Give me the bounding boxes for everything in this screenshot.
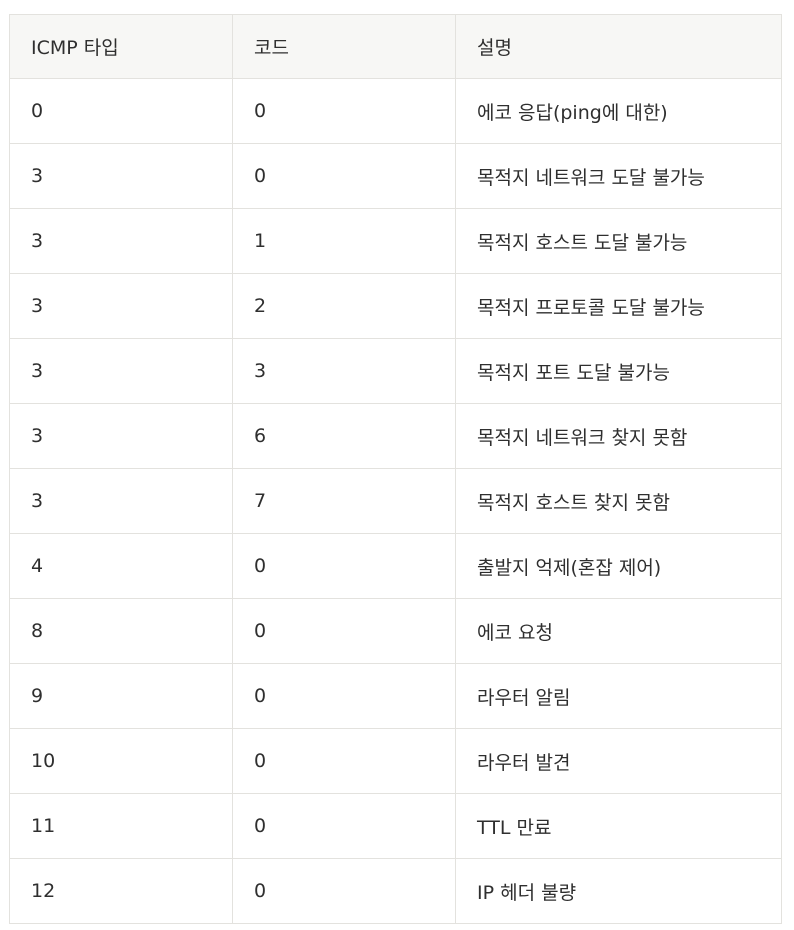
cell-description: 에코 응답(ping에 대한): [455, 78, 782, 144]
cell-code: 1: [232, 208, 456, 274]
cell-description: 목적지 호스트 찾지 못함: [455, 468, 782, 534]
cell-type: 8: [9, 598, 233, 664]
table-row: 11 0 TTL 만료: [9, 793, 782, 859]
cell-code: 0: [232, 858, 456, 924]
cell-description: 라우터 발견: [455, 728, 782, 794]
cell-code: 0: [232, 728, 456, 794]
cell-type: 3: [9, 468, 233, 534]
cell-description: IP 헤더 불량: [455, 858, 782, 924]
cell-type: 0: [9, 78, 233, 144]
cell-code: 0: [232, 663, 456, 729]
table-row: 10 0 라우터 발견: [9, 728, 782, 794]
cell-code: 2: [232, 273, 456, 339]
icmp-table-container: ICMP 타입 코드 설명 0 0 에코 응답(ping에 대한) 3 0 목적…: [9, 14, 782, 924]
cell-description: 라우터 알림: [455, 663, 782, 729]
table-row: 3 3 목적지 포트 도달 불가능: [9, 338, 782, 404]
cell-code: 0: [232, 143, 456, 209]
cell-type: 9: [9, 663, 233, 729]
cell-description: TTL 만료: [455, 793, 782, 859]
table-row: 9 0 라우터 알림: [9, 663, 782, 729]
table-row: 12 0 IP 헤더 불량: [9, 858, 782, 924]
header-code: 코드: [232, 14, 456, 79]
table-row: 8 0 에코 요청: [9, 598, 782, 664]
cell-description: 출발지 억제(혼잡 제어): [455, 533, 782, 599]
cell-description: 목적지 네트워크 찾지 못함: [455, 403, 782, 469]
table-row: 0 0 에코 응답(ping에 대한): [9, 78, 782, 144]
header-description: 설명: [455, 14, 782, 79]
cell-code: 3: [232, 338, 456, 404]
cell-description: 에코 요청: [455, 598, 782, 664]
cell-type: 3: [9, 143, 233, 209]
cell-code: 0: [232, 78, 456, 144]
table-header-row: ICMP 타입 코드 설명: [9, 14, 782, 79]
cell-description: 목적지 호스트 도달 불가능: [455, 208, 782, 274]
cell-type: 3: [9, 273, 233, 339]
table-row: 3 6 목적지 네트워크 찾지 못함: [9, 403, 782, 469]
cell-code: 6: [232, 403, 456, 469]
cell-type: 11: [9, 793, 233, 859]
cell-type: 12: [9, 858, 233, 924]
cell-description: 목적지 포트 도달 불가능: [455, 338, 782, 404]
header-icmp-type: ICMP 타입: [9, 14, 233, 79]
cell-code: 0: [232, 598, 456, 664]
cell-description: 목적지 프로토콜 도달 불가능: [455, 273, 782, 339]
cell-code: 0: [232, 533, 456, 599]
table-row: 3 0 목적지 네트워크 도달 불가능: [9, 143, 782, 209]
cell-description: 목적지 네트워크 도달 불가능: [455, 143, 782, 209]
cell-type: 3: [9, 403, 233, 469]
icmp-type-table: ICMP 타입 코드 설명 0 0 에코 응답(ping에 대한) 3 0 목적…: [9, 14, 782, 924]
table-row: 4 0 출발지 억제(혼잡 제어): [9, 533, 782, 599]
table-row: 3 2 목적지 프로토콜 도달 불가능: [9, 273, 782, 339]
cell-code: 0: [232, 793, 456, 859]
table-row: 3 7 목적지 호스트 찾지 못함: [9, 468, 782, 534]
cell-type: 4: [9, 533, 233, 599]
cell-type: 3: [9, 338, 233, 404]
cell-type: 10: [9, 728, 233, 794]
table-row: 3 1 목적지 호스트 도달 불가능: [9, 208, 782, 274]
cell-type: 3: [9, 208, 233, 274]
cell-code: 7: [232, 468, 456, 534]
